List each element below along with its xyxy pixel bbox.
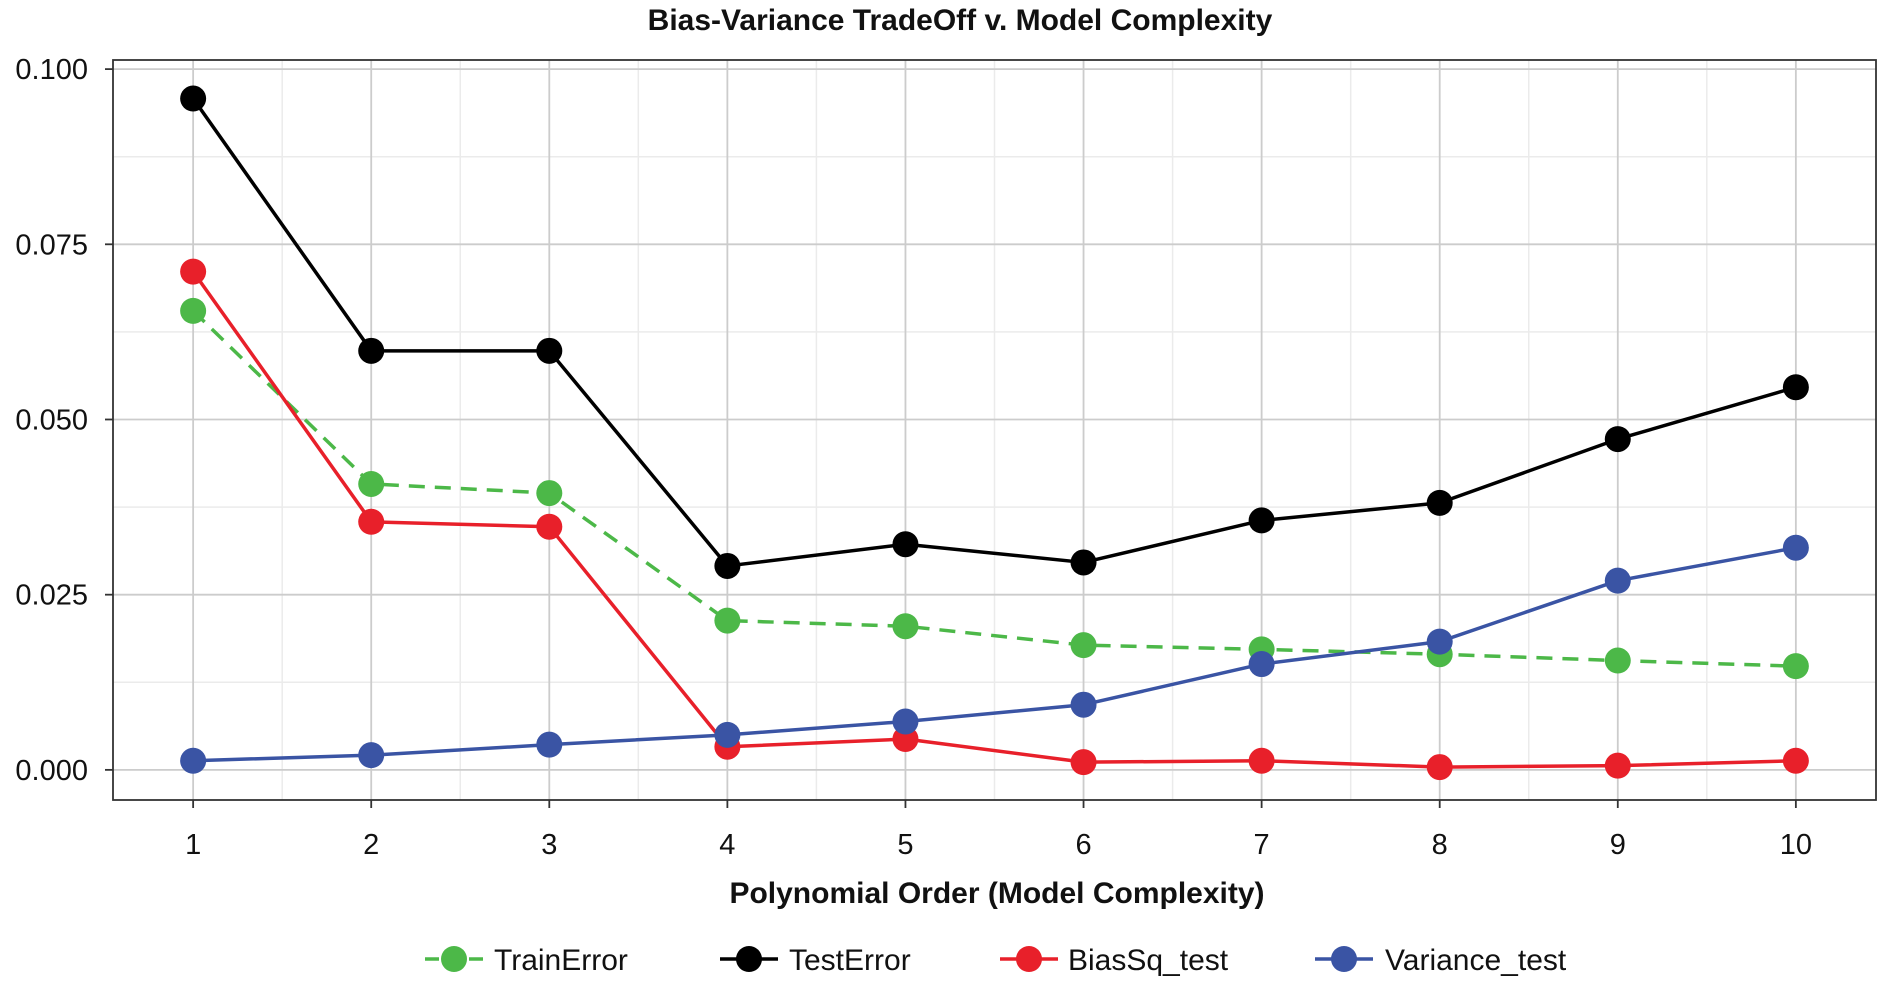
x-tick-label: 5	[897, 829, 913, 861]
series-group	[180, 85, 1809, 781]
data-point-TrainError	[536, 480, 563, 507]
plot-border	[112, 59, 1877, 801]
series-TestError	[180, 85, 1809, 579]
data-point-Variance_test	[1604, 567, 1631, 594]
legend-item-TestError: TestError	[720, 944, 911, 977]
y-tick-label: 0.050	[15, 404, 88, 436]
x-tick-label: 8	[1432, 829, 1448, 861]
legend-label: TestError	[789, 944, 911, 977]
data-point-Variance_test	[714, 721, 741, 748]
data-point-TrainError	[892, 613, 919, 640]
data-point-TrainError	[1070, 632, 1097, 659]
axes: 1 2 3 4 5 6 7 8 9 10 0.000 0.025 0.050 0.075 0.100	[15, 54, 1877, 861]
data-point-TestError	[714, 552, 741, 579]
x-tick-label: 9	[1610, 829, 1626, 861]
x-tick-label: 10	[1780, 829, 1812, 861]
data-point-TrainError	[1782, 653, 1809, 680]
data-point-TrainError	[714, 607, 741, 634]
x-tick-label: 6	[1075, 829, 1091, 861]
series-line-BiasSq_test	[191, 270, 1796, 769]
legend-item-BiasSq_test: BiasSq_test	[1000, 944, 1229, 977]
data-point-Variance_test	[1782, 534, 1809, 561]
data-point-TestError	[1070, 549, 1097, 576]
data-point-TestError	[1782, 374, 1809, 401]
legend-marker	[1331, 946, 1357, 972]
data-point-Variance_test	[180, 747, 207, 774]
data-point-TestError	[536, 337, 563, 364]
data-point-Variance_test	[1248, 651, 1275, 678]
data-point-BiasSq_test	[1604, 752, 1631, 779]
data-point-TestError	[180, 85, 207, 112]
data-point-TestError	[1604, 426, 1631, 453]
data-point-Variance_test	[536, 731, 563, 758]
data-point-TestError	[358, 337, 385, 364]
legend-marker	[1016, 946, 1042, 972]
legend-marker	[441, 946, 467, 972]
data-point-BiasSq_test	[1782, 747, 1809, 774]
series-line-TestError	[191, 97, 1797, 568]
data-point-TrainError	[180, 297, 207, 324]
x-tick-label: 1	[185, 829, 201, 861]
data-point-BiasSq_test	[180, 258, 207, 285]
data-point-TestError	[1426, 489, 1453, 516]
x-axis-title: Polynomial Order (Model Complexity)	[729, 877, 1264, 910]
data-point-Variance_test	[358, 742, 385, 769]
legend-marker	[736, 946, 762, 972]
y-tick-label: 0.025	[15, 580, 88, 612]
legend-item-TrainError: TrainError	[425, 944, 628, 977]
data-point-BiasSq_test	[358, 508, 385, 535]
chart-title: Bias-Variance TradeOff v. Model Complexi…	[648, 4, 1273, 37]
series-Variance_test	[180, 534, 1809, 774]
x-tick-label: 4	[719, 829, 735, 861]
legend-label: BiasSq_test	[1068, 944, 1229, 977]
data-point-BiasSq_test	[1248, 747, 1275, 774]
data-point-TestError	[892, 531, 919, 558]
data-point-TrainError	[1604, 647, 1631, 674]
x-tick-label: 3	[541, 829, 557, 861]
data-point-TrainError	[358, 470, 385, 497]
data-point-TestError	[1248, 507, 1275, 534]
legend-label: TrainError	[494, 944, 628, 977]
data-point-BiasSq_test	[536, 513, 563, 540]
data-point-BiasSq_test	[1426, 754, 1453, 781]
series-line-TrainError	[191, 309, 1796, 668]
x-tick-label: 2	[363, 829, 379, 861]
y-tick-label: 0.100	[15, 54, 88, 86]
legend: TrainError TestError BiasSq_test Variance_t…	[425, 944, 1567, 977]
data-point-Variance_test	[892, 708, 919, 735]
data-point-Variance_test	[1070, 691, 1097, 718]
data-point-BiasSq_test	[1070, 749, 1097, 776]
x-tick-label: 7	[1254, 829, 1270, 861]
data-point-Variance_test	[1426, 628, 1453, 655]
y-tick-label: 0.000	[15, 755, 88, 787]
series-line-Variance_test	[193, 546, 1797, 763]
legend-label: Variance_test	[1385, 944, 1567, 977]
legend-item-Variance_test: Variance_test	[1315, 944, 1567, 977]
y-tick-label: 0.075	[15, 229, 88, 261]
